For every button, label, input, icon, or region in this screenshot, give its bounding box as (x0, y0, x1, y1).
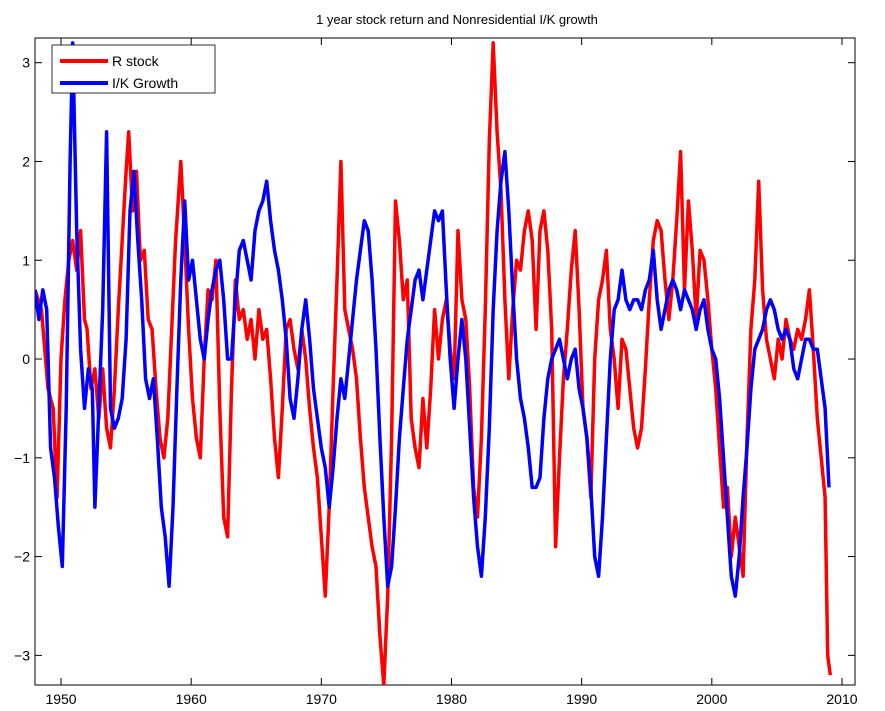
x-tick-label: 2000 (696, 691, 727, 707)
y-tick-label: 0 (22, 351, 30, 367)
legend-label-r-stock: R stock (112, 53, 160, 69)
x-tick-label: 1970 (306, 691, 337, 707)
legend: R stock I/K Growth (51, 44, 216, 94)
x-tick-label: 1990 (566, 691, 597, 707)
x-tick-label: 1950 (45, 691, 76, 707)
y-tick-label: 3 (22, 55, 30, 71)
y-tick-label: 1 (22, 252, 30, 268)
chart-title: 1 year stock return and Nonresidential I… (316, 12, 598, 27)
x-tick-label: 2010 (826, 691, 857, 707)
y-tick-label: −3 (14, 647, 30, 663)
x-tick-label: 1980 (436, 691, 467, 707)
x-tick-label: 1960 (176, 691, 207, 707)
series-layer (35, 41, 833, 685)
legend-label-ik-growth: I/K Growth (112, 75, 178, 91)
y-tick-label: 2 (22, 153, 30, 169)
series-line-r-stock (35, 41, 833, 685)
y-tick-label: −2 (14, 549, 30, 565)
y-tick-label: −1 (14, 450, 30, 466)
series-line-i-k-growth (35, 41, 831, 598)
ticks-layer: 1950 1960 1970 1980 1990 2000 2010 −3 −2 −1 0 1 2 3 (14, 38, 858, 707)
